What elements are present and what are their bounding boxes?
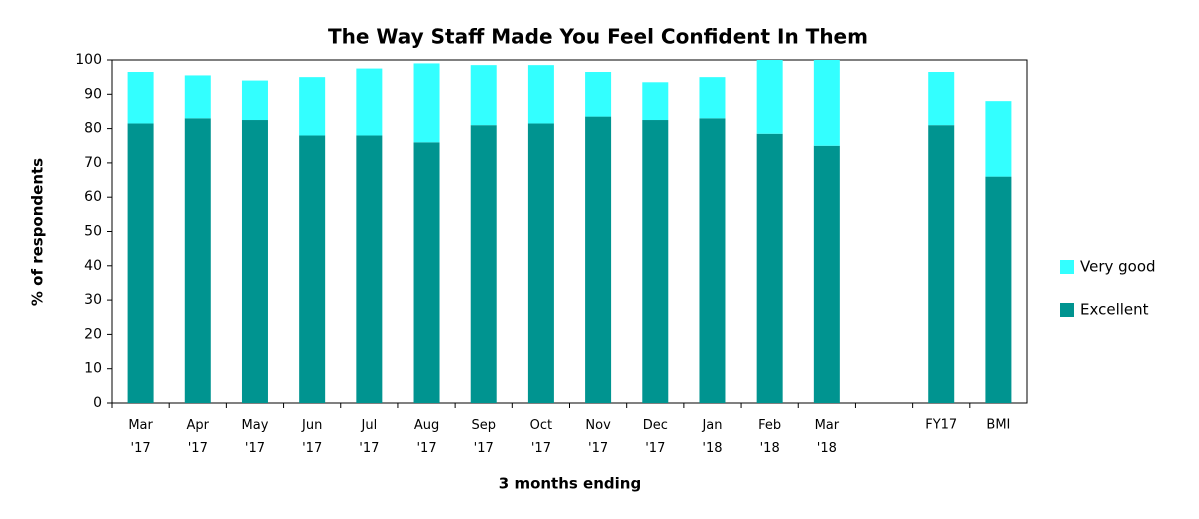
x-tick-label: Jan '18: [701, 418, 722, 456]
bar: [470, 65, 497, 126]
y-tick-label: 50: [84, 224, 102, 240]
bar: [813, 60, 840, 146]
bar: [813, 145, 840, 403]
y-tick-label: 80: [84, 121, 102, 137]
bar: [413, 63, 440, 143]
bar: [756, 133, 783, 403]
x-tick-label: Apr '17: [187, 418, 210, 456]
y-tick-label: 90: [84, 86, 102, 102]
bar: [985, 101, 1012, 177]
x-tick-label: Dec '17: [643, 418, 668, 456]
bar: [299, 135, 326, 403]
legend-label: Very good: [1080, 258, 1156, 276]
chart-title: The Way Staff Made You Feel Confident In…: [328, 25, 868, 49]
bar: [184, 118, 211, 403]
bar: [127, 72, 154, 124]
bar: [184, 75, 211, 119]
bar: [241, 80, 268, 121]
y-tick-label: 0: [93, 395, 102, 411]
bar: [642, 120, 669, 404]
x-tick-label: Sep '17: [471, 418, 496, 456]
bar: [756, 60, 783, 134]
bar: [699, 118, 726, 403]
x-tick-label: BMI: [986, 418, 1010, 433]
bar: [928, 72, 955, 126]
bar: [356, 68, 383, 136]
x-tick-label: Jul '17: [359, 418, 379, 456]
y-tick-label: 70: [84, 155, 102, 171]
bar: [413, 142, 440, 403]
bar: [527, 65, 554, 124]
x-tick-label: Aug '17: [414, 418, 439, 456]
bar: [585, 72, 612, 117]
y-tick-label: 60: [84, 189, 102, 205]
legend-label: Excellent: [1080, 301, 1149, 319]
y-tick-label: 100: [75, 52, 102, 68]
bar: [299, 77, 326, 136]
x-tick-label: Mar '18: [815, 418, 840, 456]
bar: [356, 135, 383, 403]
y-tick-label: 30: [84, 292, 102, 308]
y-axis-title: % of respondents: [29, 158, 47, 306]
bar: [127, 123, 154, 403]
x-tick-label: FY17: [925, 418, 957, 433]
x-tick-label: Nov '17: [585, 418, 611, 456]
x-tick-label: May '17: [242, 418, 269, 456]
bar: [241, 120, 268, 404]
y-tick-label: 20: [84, 326, 102, 342]
legend-swatch: [1060, 260, 1074, 274]
x-tick-label: Jun '17: [301, 418, 322, 456]
y-tick-label: 40: [84, 258, 102, 274]
bar: [527, 123, 554, 403]
bar: [928, 125, 955, 404]
x-tick-label: Feb '18: [758, 418, 781, 456]
bar: [585, 116, 612, 403]
x-tick-label: Oct '17: [530, 418, 552, 456]
y-tick-label: 10: [84, 361, 102, 377]
bar: [470, 125, 497, 404]
x-tick-label: Mar '17: [128, 418, 153, 456]
bar: [642, 82, 669, 121]
legend-swatch: [1060, 303, 1074, 317]
x-axis-title: 3 months ending: [499, 475, 641, 493]
bar: [985, 176, 1012, 403]
bar: [699, 77, 726, 119]
